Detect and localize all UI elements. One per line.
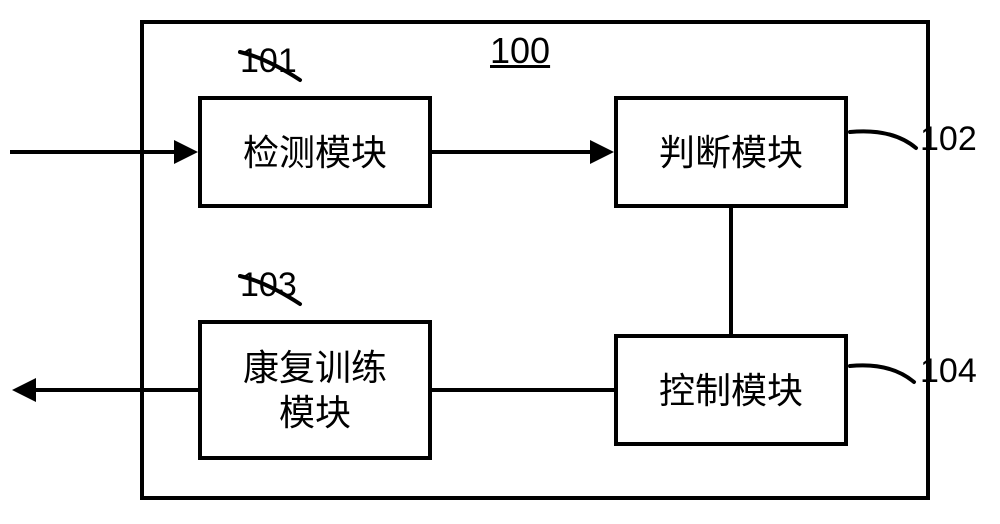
title-100: 100: [490, 30, 550, 72]
node-103-label: 康复训练 模块: [243, 345, 387, 435]
node-104-control-module: 控制模块: [614, 334, 848, 446]
diagram-canvas: 100 检测模块 判断模块 康复训练 模块 控制模块 101 102 103 1…: [0, 0, 1000, 524]
node-101-detection-module: 检测模块: [198, 96, 432, 208]
node-102-judgment-module: 判断模块: [614, 96, 848, 208]
node-102-label: 判断模块: [659, 130, 803, 175]
ref-label-102: 102: [920, 120, 977, 159]
ref-label-101: 101: [240, 42, 297, 81]
node-103-rehab-training-module: 康复训练 模块: [198, 320, 432, 460]
ref-label-103: 103: [240, 266, 297, 305]
ref-label-104: 104: [920, 352, 977, 391]
node-104-label: 控制模块: [659, 368, 803, 413]
node-101-label: 检测模块: [243, 130, 387, 175]
